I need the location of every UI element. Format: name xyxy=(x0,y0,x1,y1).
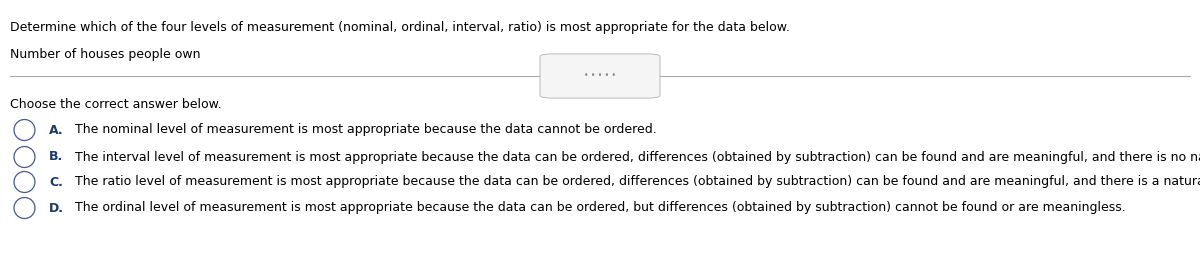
Text: • • • • •: • • • • • xyxy=(584,71,616,81)
Text: The interval level of measurement is most appropriate because the data can be or: The interval level of measurement is mos… xyxy=(76,150,1200,163)
Text: The nominal level of measurement is most appropriate because the data cannot be : The nominal level of measurement is most… xyxy=(76,123,658,137)
Text: C.: C. xyxy=(49,176,62,189)
Text: Choose the correct answer below.: Choose the correct answer below. xyxy=(10,98,222,111)
Text: Determine which of the four levels of measurement (nominal, ordinal, interval, r: Determine which of the four levels of me… xyxy=(10,21,790,34)
Text: The ordinal level of measurement is most appropriate because the data can be ord: The ordinal level of measurement is most… xyxy=(76,201,1126,214)
Text: D.: D. xyxy=(49,201,64,214)
Text: B.: B. xyxy=(49,150,64,163)
Text: Number of houses people own: Number of houses people own xyxy=(10,48,200,61)
Text: The ratio level of measurement is most appropriate because the data can be order: The ratio level of measurement is most a… xyxy=(76,176,1200,189)
Text: A.: A. xyxy=(49,123,64,137)
